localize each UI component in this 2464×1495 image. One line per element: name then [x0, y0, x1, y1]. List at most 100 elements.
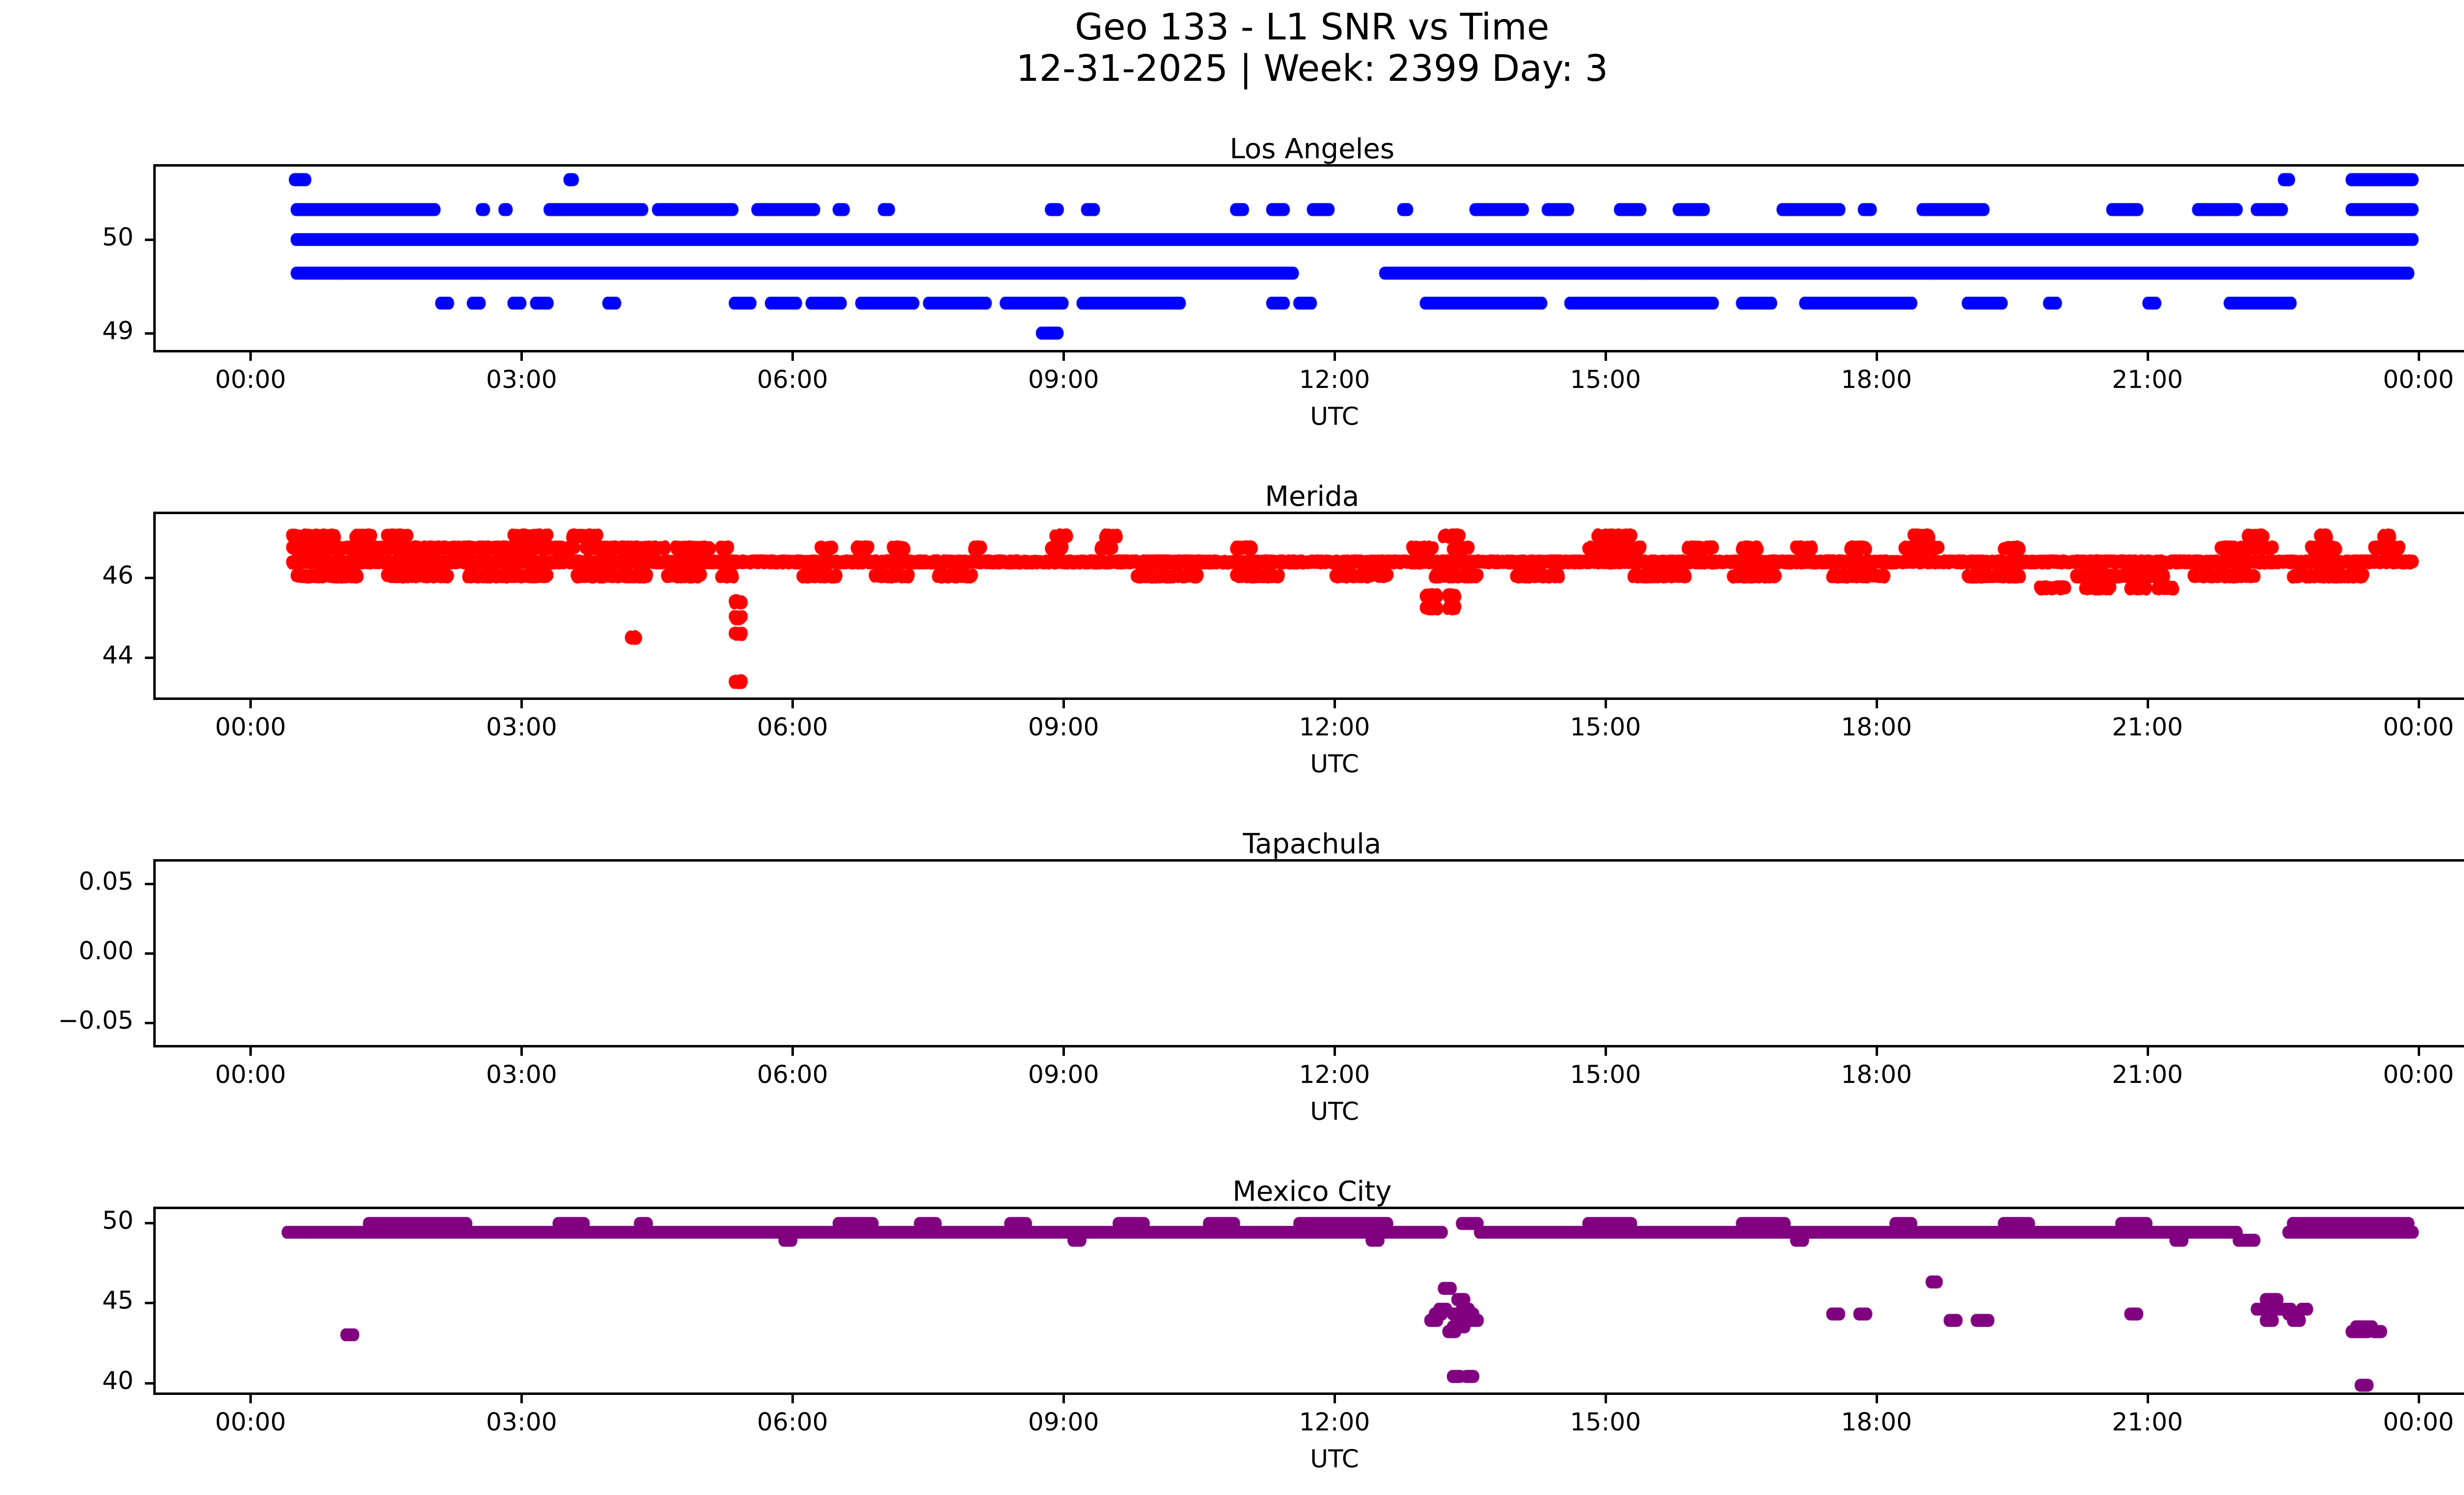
xtick-label-merida-7: 21:00 — [2112, 713, 2183, 741]
subplot-merida: Merida — [0, 481, 2464, 643]
xtick-mark-tapachula-0 — [249, 1047, 252, 1056]
xtick-label-tapachula-5: 15:00 — [1570, 1060, 1641, 1089]
xtick-label-tapachula-6: 18:00 — [1841, 1060, 1912, 1089]
ytick-mark-merida-1 — [145, 577, 153, 580]
xtick-mark-mexico-city-6 — [1875, 1395, 1878, 1403]
ytick-mark-tapachula-1 — [145, 952, 153, 955]
xtick-mark-los-angeles-8 — [2417, 352, 2420, 361]
xtick-mark-tapachula-1 — [520, 1047, 523, 1056]
xtick-label-merida-8: 00:00 — [2383, 713, 2454, 741]
ytick-label-mexico-city-2: 50 — [102, 1206, 134, 1235]
ytick-label-mexico-city-1: 45 — [102, 1286, 134, 1315]
xtick-label-merida-1: 03:00 — [486, 713, 557, 741]
xtick-mark-mexico-city-5 — [1604, 1395, 1607, 1403]
xtick-label-los-angeles-8: 00:00 — [2383, 365, 2454, 394]
xtick-label-los-angeles-5: 15:00 — [1570, 365, 1641, 394]
xtick-label-tapachula-4: 12:00 — [1299, 1060, 1370, 1089]
xtick-mark-merida-6 — [1875, 700, 1878, 708]
ytick-label-tapachula-0: −0.05 — [58, 1006, 134, 1035]
ytick-label-los-angeles-0: 49 — [102, 316, 134, 345]
ytick-label-merida-0: 44 — [102, 641, 134, 670]
xtick-mark-mexico-city-3 — [1062, 1395, 1065, 1403]
xtick-mark-tapachula-7 — [2146, 1047, 2149, 1056]
xtick-label-mexico-city-8: 00:00 — [2383, 1408, 2454, 1436]
ytick-label-los-angeles-1: 50 — [102, 223, 134, 252]
xtick-mark-merida-1 — [520, 700, 523, 708]
xtick-label-los-angeles-6: 18:00 — [1841, 365, 1912, 394]
xtick-label-tapachula-0: 00:00 — [215, 1060, 286, 1089]
subplot-title-mexico-city: Mexico City — [1232, 1176, 1392, 1208]
xtick-mark-merida-0 — [249, 700, 252, 708]
xtick-mark-mexico-city-0 — [249, 1395, 252, 1403]
ytick-mark-mexico-city-0 — [145, 1382, 153, 1385]
xtick-label-mexico-city-0: 00:00 — [215, 1408, 286, 1436]
xaxis-label-mexico-city: UTC — [1310, 1445, 1359, 1473]
xtick-label-mexico-city-1: 03:00 — [486, 1408, 557, 1436]
xtick-label-tapachula-3: 09:00 — [1028, 1060, 1099, 1089]
ytick-label-merida-1: 46 — [102, 561, 134, 590]
xtick-label-los-angeles-7: 21:00 — [2112, 365, 2183, 394]
xtick-label-los-angeles-4: 12:00 — [1299, 365, 1370, 394]
ytick-mark-los-angeles-0 — [145, 332, 153, 335]
xtick-label-mexico-city-2: 06:00 — [757, 1408, 828, 1436]
subplot-title-merida: Merida — [1265, 481, 1360, 513]
subplot-title-tapachula: Tapachula — [1243, 828, 1381, 860]
xaxis-label-tapachula: UTC — [1310, 1097, 1359, 1126]
ytick-mark-tapachula-0 — [145, 1021, 153, 1024]
xtick-mark-tapachula-5 — [1604, 1047, 1607, 1056]
xtick-mark-los-angeles-7 — [2146, 352, 2149, 361]
subplot-title-los-angeles: Los Angeles — [1230, 133, 1395, 165]
xtick-mark-los-angeles-2 — [791, 352, 794, 361]
xtick-label-mexico-city-6: 18:00 — [1841, 1408, 1912, 1436]
xtick-label-mexico-city-7: 21:00 — [2112, 1408, 2183, 1436]
xtick-mark-mexico-city-7 — [2146, 1395, 2149, 1403]
xtick-label-los-angeles-0: 00:00 — [215, 365, 286, 394]
xtick-mark-merida-8 — [2417, 700, 2420, 708]
scatter-plot-merida — [156, 514, 2464, 697]
xtick-mark-los-angeles-1 — [520, 352, 523, 361]
xtick-label-los-angeles-1: 03:00 — [486, 365, 557, 394]
xtick-label-los-angeles-2: 06:00 — [757, 365, 828, 394]
xtick-mark-tapachula-3 — [1062, 1047, 1065, 1056]
ytick-mark-merida-0 — [145, 657, 153, 660]
xtick-mark-mexico-city-1 — [520, 1395, 523, 1403]
xtick-mark-los-angeles-0 — [249, 352, 252, 361]
xtick-mark-los-angeles-4 — [1334, 352, 1336, 361]
xtick-label-mexico-city-3: 09:00 — [1028, 1408, 1099, 1436]
scatter-plot-tapachula — [156, 862, 2464, 1045]
subplot-los-angeles: Los Angeles — [0, 133, 2464, 296]
ytick-mark-tapachula-2 — [145, 883, 153, 886]
xtick-label-merida-5: 15:00 — [1570, 713, 1641, 741]
ytick-label-mexico-city-0: 40 — [102, 1366, 134, 1395]
xtick-mark-tapachula-4 — [1334, 1047, 1336, 1056]
xaxis-label-merida: UTC — [1310, 750, 1359, 778]
ytick-mark-los-angeles-1 — [145, 239, 153, 242]
xtick-label-merida-2: 06:00 — [757, 713, 828, 741]
xtick-label-merida-0: 00:00 — [215, 713, 286, 741]
xaxis-label-los-angeles: UTC — [1310, 402, 1359, 431]
subplot-tapachula: Tapachula — [0, 828, 2464, 991]
xtick-mark-mexico-city-8 — [2417, 1395, 2420, 1403]
xtick-mark-los-angeles-6 — [1875, 352, 1878, 361]
xtick-mark-merida-4 — [1334, 700, 1336, 708]
xtick-label-merida-6: 18:00 — [1841, 713, 1912, 741]
xtick-mark-tapachula-6 — [1875, 1047, 1878, 1056]
scatter-plot-los-angeles — [156, 167, 2464, 350]
subplot-mexico-city: Mexico City — [0, 1176, 2464, 1338]
xtick-mark-tapachula-8 — [2417, 1047, 2420, 1056]
xtick-mark-merida-3 — [1062, 700, 1065, 708]
ytick-label-tapachula-2: 0.05 — [78, 867, 134, 896]
xtick-mark-mexico-city-2 — [791, 1395, 794, 1403]
ytick-mark-mexico-city-1 — [145, 1302, 153, 1305]
ytick-mark-mexico-city-2 — [145, 1221, 153, 1224]
xtick-label-tapachula-8: 00:00 — [2383, 1060, 2454, 1089]
xtick-label-tapachula-2: 06:00 — [757, 1060, 828, 1089]
xtick-mark-mexico-city-4 — [1334, 1395, 1336, 1403]
xtick-label-mexico-city-5: 15:00 — [1570, 1408, 1641, 1436]
ytick-label-tapachula-1: 0.00 — [78, 937, 134, 965]
xtick-mark-los-angeles-3 — [1062, 352, 1065, 361]
scatter-plot-mexico-city — [156, 1209, 2464, 1392]
figure-title: Geo 133 - L1 SNR vs Time 12-31-2025 | We… — [1016, 6, 1608, 90]
xtick-mark-los-angeles-5 — [1604, 352, 1607, 361]
